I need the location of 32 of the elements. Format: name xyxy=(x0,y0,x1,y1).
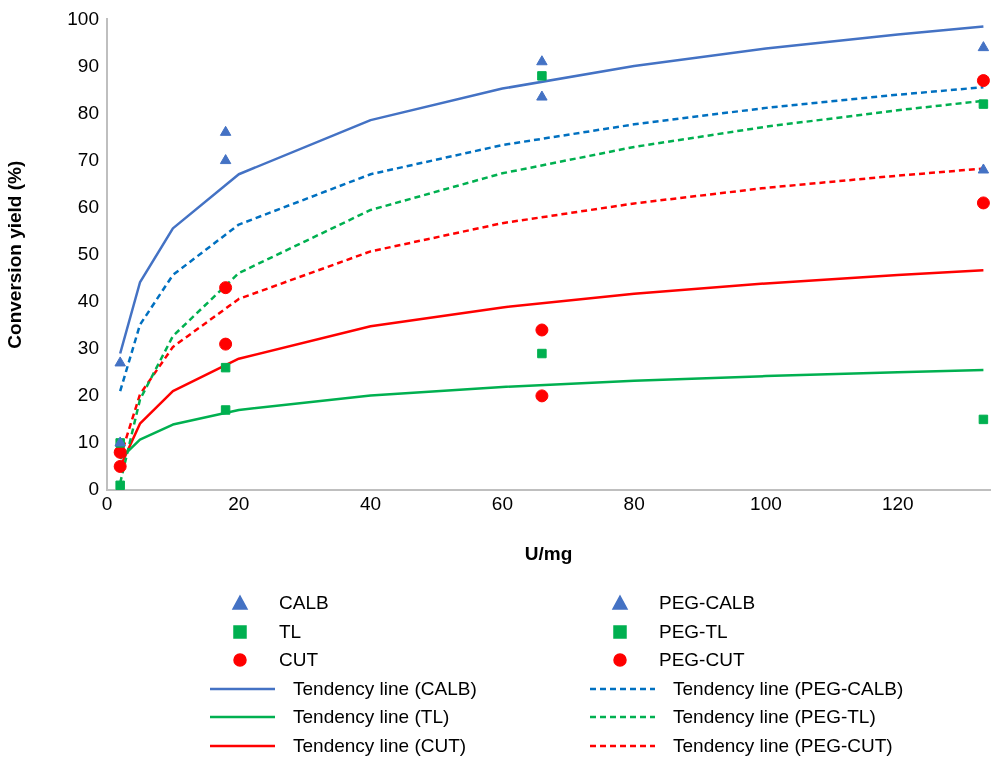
x-tick-label: 80 xyxy=(623,492,645,514)
legend-label: Tendency line (PEG-TL) xyxy=(673,706,876,729)
y-tick-label: 40 xyxy=(77,289,99,311)
x-tick-label: 20 xyxy=(228,492,250,514)
y-axis-title: Conversion yield (%) xyxy=(3,160,25,349)
y-tick-label: 70 xyxy=(77,148,99,170)
legend-label: Tendency line (CALB) xyxy=(293,677,477,700)
legend-label: Tendency line (PEG-CALB) xyxy=(673,677,904,700)
y-tick-label: 50 xyxy=(77,242,99,264)
y-tick-label: 20 xyxy=(77,384,99,406)
legend-label: Tendency line (TL) xyxy=(293,706,450,729)
y-tick-label: 80 xyxy=(77,101,99,123)
x-axis-title: U/mg xyxy=(524,542,573,564)
legend-label: TL xyxy=(279,620,302,643)
x-tick-label: 0 xyxy=(101,492,113,514)
legend-label: CUT xyxy=(279,649,319,672)
x-tick-label: 100 xyxy=(750,492,782,514)
x-tick-label: 60 xyxy=(491,492,513,514)
legend-label: Tendency line (CUT) xyxy=(293,734,467,757)
y-tick-label: 30 xyxy=(77,337,99,359)
legend-label: PEG-TL xyxy=(659,620,728,643)
y-tick-label: 0 xyxy=(88,478,99,500)
legend-label: CALB xyxy=(279,592,329,615)
legend-label: Tendency line (PEG-CUT) xyxy=(673,734,893,757)
legend-label: PEG-CUT xyxy=(659,649,745,672)
y-tick-label: 10 xyxy=(77,431,99,453)
y-tick-label: 60 xyxy=(77,195,99,217)
legend-label: PEG-CALB xyxy=(659,592,756,615)
y-tick-label: 90 xyxy=(77,54,99,76)
y-tick-label: 100 xyxy=(67,7,99,29)
x-tick-label: 40 xyxy=(360,492,382,514)
x-tick-label: 120 xyxy=(881,492,914,514)
